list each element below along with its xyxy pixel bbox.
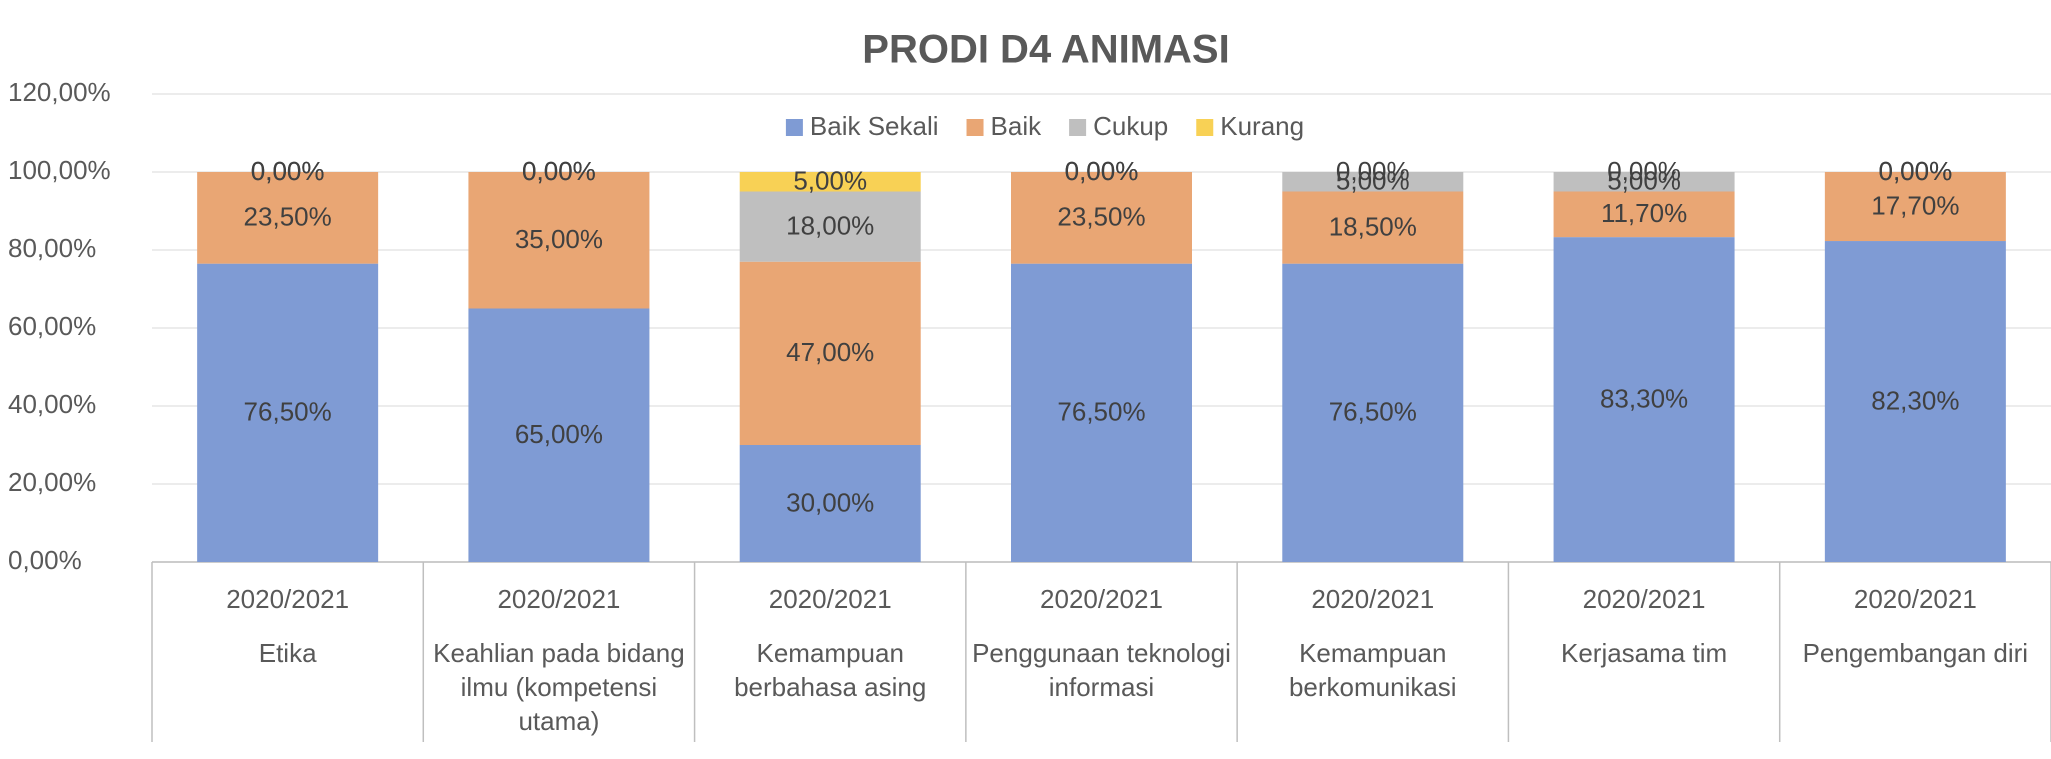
category-group-label: 2020/2021 bbox=[1582, 584, 1706, 614]
category-label: Penggunaan teknologi informasi bbox=[972, 638, 1231, 702]
data-label: 35,00% bbox=[515, 224, 603, 254]
data-label: 0,00% bbox=[251, 156, 325, 186]
legend-swatch bbox=[1069, 119, 1087, 136]
chart-title: PRODI D4 ANIMASI bbox=[862, 28, 1229, 72]
category-label: Keahlian pada bidang ilmu (kompetensi ut… bbox=[433, 638, 685, 736]
bar-segment bbox=[468, 308, 650, 562]
data-label: 0,00% bbox=[251, 156, 325, 186]
data-label: 30,00% bbox=[786, 487, 874, 517]
bar-segment bbox=[1553, 172, 1735, 192]
data-label: 0,00% bbox=[1878, 156, 1952, 186]
category-label: Etika bbox=[258, 638, 317, 668]
bar-segment bbox=[1824, 241, 2006, 562]
data-label: 83,30% bbox=[1600, 383, 1688, 413]
data-label: 0,00% bbox=[1878, 156, 1952, 186]
legend-swatch bbox=[966, 119, 984, 136]
legend-label: Baik bbox=[991, 111, 1043, 141]
data-label: 18,50% bbox=[1329, 211, 1417, 241]
data-label: 23,50% bbox=[1057, 202, 1145, 232]
data-label: 0,00% bbox=[1336, 156, 1410, 186]
category-label: Pengembangan diri bbox=[1802, 638, 2029, 668]
category-group-label: 2020/2021 bbox=[1853, 584, 1977, 614]
data-label: 11,70% bbox=[1601, 198, 1687, 228]
category-group-label: 2020/2021 bbox=[1311, 584, 1435, 614]
data-label: 76,50% bbox=[1057, 397, 1145, 427]
category-label: Kemampuan berbahasa asing bbox=[734, 638, 927, 702]
data-label: 47,00% bbox=[786, 337, 874, 367]
y-tick-label: 60,00% bbox=[8, 311, 96, 341]
legend-swatch bbox=[785, 119, 803, 136]
data-label: 0,00% bbox=[522, 156, 596, 186]
category-group-label: 2020/2021 bbox=[1040, 584, 1163, 614]
bar-segment bbox=[1553, 237, 1735, 562]
data-label: 65,00% bbox=[515, 419, 603, 449]
data-label: 76,50% bbox=[1329, 397, 1417, 427]
legend-swatch bbox=[1196, 119, 1214, 136]
data-label: 5,00% bbox=[1607, 166, 1681, 196]
bar-segment bbox=[1282, 191, 1464, 264]
data-label: 0,00% bbox=[1065, 156, 1139, 186]
y-tick-label: 100,00% bbox=[8, 155, 111, 185]
category-label: Kemampuan berkomunikasi bbox=[1288, 638, 1457, 702]
y-tick-label: 20,00% bbox=[8, 467, 96, 497]
category-group-label: 2020/2021 bbox=[226, 584, 350, 614]
legend-label: Cukup bbox=[1093, 111, 1168, 141]
bar-segment bbox=[739, 172, 921, 192]
bar-segment bbox=[1011, 172, 1192, 264]
bar-segment bbox=[1282, 172, 1464, 192]
data-label: 5,00% bbox=[793, 166, 867, 196]
data-label: 82,30% bbox=[1871, 385, 1959, 415]
y-tick-label: 120,00% bbox=[8, 77, 111, 107]
bar-segment bbox=[739, 445, 921, 562]
bar-segment bbox=[468, 172, 650, 309]
data-label: 0,00% bbox=[522, 156, 596, 186]
category-group-label: 2020/2021 bbox=[497, 584, 621, 614]
y-tick-label: 80,00% bbox=[8, 233, 96, 263]
data-label: 0,00% bbox=[1607, 156, 1681, 186]
bar-segment bbox=[1553, 191, 1735, 238]
bar-segment bbox=[739, 261, 921, 445]
category-label: Kerjasama tim bbox=[1560, 638, 1728, 668]
data-label: 0,00% bbox=[1065, 156, 1139, 186]
bar-segment bbox=[1824, 172, 2006, 242]
bar-segment bbox=[1011, 263, 1192, 562]
y-tick-label: 0,00% bbox=[8, 545, 82, 575]
category-group-label: 2020/2021 bbox=[768, 584, 892, 614]
bar-segment bbox=[1282, 263, 1464, 562]
data-label: 76,50% bbox=[244, 397, 332, 427]
bar-segment bbox=[739, 191, 921, 262]
bar-segment bbox=[197, 172, 379, 264]
legend-label: Baik Sekali bbox=[810, 111, 939, 141]
legend-label: Kurang bbox=[1220, 111, 1304, 141]
data-label: 18,00% bbox=[786, 210, 874, 240]
y-tick-label: 40,00% bbox=[8, 389, 96, 419]
data-label: 5,00% bbox=[1336, 166, 1410, 196]
data-label: 23,50% bbox=[244, 202, 332, 232]
bar-segment bbox=[197, 263, 379, 562]
data-label: 17,70% bbox=[1871, 190, 1959, 220]
